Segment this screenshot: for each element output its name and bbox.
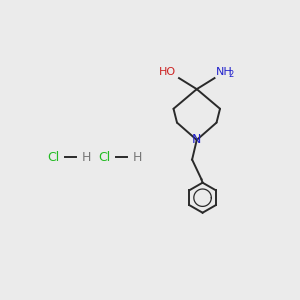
Text: Cl: Cl — [47, 151, 60, 164]
Text: H: H — [82, 151, 91, 164]
Text: 2: 2 — [229, 70, 234, 79]
Text: N: N — [192, 134, 202, 146]
Text: HO: HO — [159, 67, 176, 77]
Text: Cl: Cl — [98, 151, 111, 164]
Text: NH: NH — [216, 67, 233, 77]
Text: H: H — [133, 151, 142, 164]
